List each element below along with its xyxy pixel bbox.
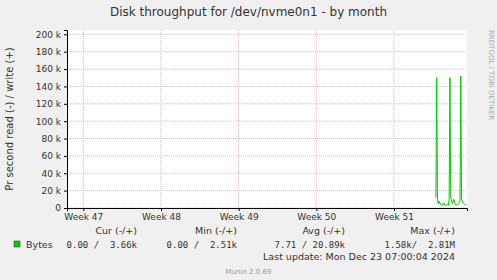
y-axis: 0 20 k 40 k 60 k 80 k 100 k 120 k 140 k 160 k 180… — [36, 30, 68, 214]
y-tick-mark — [64, 139, 67, 140]
y-tick: 20 k — [41, 186, 67, 196]
x-tick-label: Week 48 — [142, 212, 181, 222]
grid-line-y — [67, 34, 467, 35]
series-group — [436, 76, 466, 205]
x-tick: Week 51 — [375, 208, 414, 222]
y-tick-mark — [64, 121, 67, 122]
grid-line-y — [67, 190, 467, 191]
y-tick-label: 80 k — [41, 134, 61, 144]
background — [0, 0, 497, 280]
y-tick-label: 100 k — [36, 117, 62, 127]
grid-line-y — [67, 173, 467, 174]
grid-line-x — [316, 30, 317, 208]
x-tick-label: Week 51 — [375, 212, 414, 222]
x-tick: Week 50 — [297, 208, 336, 222]
y-tick: 140 k — [36, 82, 67, 92]
x-tick-label: Week 49 — [220, 212, 259, 222]
grid-line-y — [67, 69, 467, 70]
x-tick: Week 49 — [220, 208, 259, 222]
footer: Last update: Mon Dec 23 07:00:04 2024 — [263, 251, 455, 262]
title: Disk throughput for /dev/nvme0n1 - by mo… — [110, 5, 387, 19]
y-tick-label: 140 k — [36, 82, 62, 92]
legend-value: 0.00 / 2.51k — [167, 240, 238, 250]
series-line — [436, 76, 466, 205]
y-axis-title: Pr second read (-) / write (+) — [4, 47, 15, 190]
watermark: RRDTOOL / TOBI OETIKER — [487, 30, 495, 120]
legend-value: 0.00 / 3.66k — [67, 240, 138, 250]
y-tick-label: 120 k — [36, 99, 62, 109]
x-tick-mark — [161, 208, 162, 211]
legend-value: 7.71 / 20.89k — [275, 240, 346, 250]
y-tick: 200 k — [36, 30, 67, 40]
grid-line-x — [393, 30, 394, 208]
grid-line-x — [238, 30, 239, 208]
y-tick: 180 k — [36, 47, 67, 57]
y-tick: 120 k — [36, 99, 67, 109]
grid-line-y — [67, 155, 467, 156]
legend-header: Cur (-/+) — [95, 225, 137, 236]
x-tick-label: Week 50 — [297, 212, 336, 222]
x-tick-label: Week 47 — [64, 212, 103, 222]
legend-swatch — [14, 241, 20, 247]
grid-line-y — [67, 86, 467, 87]
y-tick-label: 160 k — [36, 64, 62, 74]
grid-line-x — [160, 30, 161, 208]
y-tick: 100 k — [36, 117, 67, 127]
y-tick-mark — [64, 104, 67, 105]
y-tick-mark — [64, 208, 67, 209]
legend-header: Max (-/+) — [410, 225, 455, 236]
y-tick-mark — [64, 191, 67, 192]
y-tick: 160 k — [36, 64, 67, 74]
x-axis: Week 47 Week 48 Week 49 Week 50 Week 51 — [64, 208, 467, 222]
x-tick: Week 48 — [142, 208, 181, 222]
x-tick: Week 47 — [64, 208, 103, 222]
x-axis-line — [68, 209, 468, 212]
grid-line-y — [67, 51, 467, 52]
grid-line-y — [67, 103, 467, 104]
legend-header: Min (-/+) — [195, 225, 237, 236]
y-tick-label: 60 k — [41, 151, 61, 161]
y-tick-mark — [64, 86, 67, 87]
y-tick-mark — [64, 173, 67, 174]
y-tick-mark — [64, 34, 67, 35]
x-tick-mark — [394, 208, 395, 211]
y-tick: 80 k — [41, 134, 67, 144]
plot-area — [67, 30, 467, 208]
y-tick-label: 20 k — [41, 186, 61, 196]
grid-line-x — [83, 30, 84, 208]
y-axis-line — [64, 31, 68, 209]
credit: Munin 2.0.69 — [226, 268, 272, 276]
y-tick-label: 180 k — [36, 47, 62, 57]
y-tick: 40 k — [41, 169, 67, 179]
y-tick: 60 k — [41, 151, 67, 161]
grid-line-y — [67, 121, 467, 122]
y-tick-mark — [64, 52, 67, 53]
y-tick-label: 0 — [55, 203, 61, 213]
legend-header: Avg (-/+) — [302, 225, 345, 236]
y-tick-mark — [64, 156, 67, 157]
x-tick-mark — [239, 208, 240, 211]
legend: Cur (-/+) Min (-/+) Avg (-/+) Max (-/+) Byte… — [14, 225, 456, 250]
legend-value: 1.58k/ 2.81M — [385, 240, 456, 250]
y-tick-label: 40 k — [41, 169, 61, 179]
x-tick-mark — [316, 208, 317, 211]
grid-line-y — [67, 138, 467, 139]
chart: 0 20 k 40 k 60 k 80 k 100 k 120 k 140 k 160 k 180… — [0, 0, 497, 280]
legend-label: Bytes — [26, 239, 53, 250]
grid — [67, 30, 467, 208]
x-tick-mark — [83, 208, 84, 211]
y-tick-label: 200 k — [36, 30, 62, 40]
y-tick-mark — [64, 69, 67, 70]
